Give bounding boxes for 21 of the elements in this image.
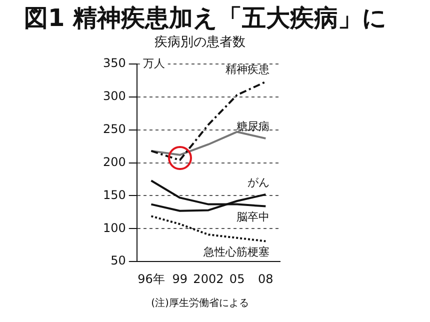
x-tick-label: 96年 (138, 272, 165, 286)
x-tick-label: 05 (229, 272, 245, 286)
series-label: がん (248, 176, 270, 189)
x-tick-label: 2002 (193, 272, 224, 286)
y-tick-label: 300 (103, 89, 126, 104)
chart-title: 図1 精神疾患加え「五大疾病」に (24, 3, 388, 34)
series-label: 精神疾患 (226, 63, 270, 76)
y-tick-label: 250 (103, 122, 126, 136)
y-tick-label: 150 (103, 188, 126, 202)
series-label: 糖尿病 (236, 120, 270, 133)
y-tick-label: 350 (103, 56, 126, 70)
series-label: 急性心筋梗塞 (202, 246, 270, 259)
series-label: 脳卒中 (236, 210, 270, 224)
chart-subtitle: 疾病別の患者数 (154, 34, 246, 51)
text: (注)厚生労働省による (150, 296, 250, 310)
y-axis-title: 万人 (142, 56, 165, 70)
y-tick-label: 100 (103, 220, 126, 235)
y-tick-label: 50 (110, 254, 126, 268)
y-tick-label: 200 (103, 154, 126, 169)
x-tick-label: 08 (258, 272, 274, 286)
x-tick-label: 99 (172, 272, 188, 286)
